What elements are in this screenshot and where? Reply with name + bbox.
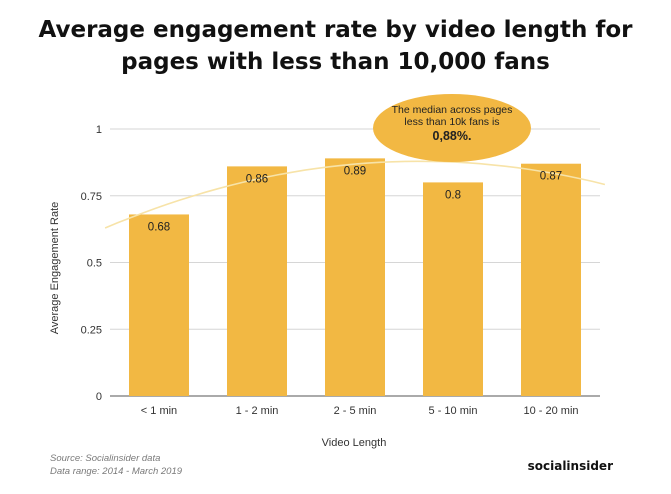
chart-title-line-1: Average engagement rate by video length … xyxy=(38,17,633,43)
chart-footer: Source: Socialinsider data Data range: 2… xyxy=(50,452,182,478)
annotation-line-3: 0,88%. xyxy=(433,129,472,143)
annotation-bubble xyxy=(373,94,531,162)
bar xyxy=(129,214,189,396)
x-tick-label: 10 - 20 min xyxy=(523,405,578,417)
y-tick-label: 0.75 xyxy=(81,191,102,203)
x-tick-label: 1 - 2 min xyxy=(236,405,279,417)
bar xyxy=(521,163,581,396)
bar-value-label: 0.68 xyxy=(148,221,170,233)
x-tick-label: < 1 min xyxy=(141,405,177,417)
x-axis-label: Video Length xyxy=(322,437,387,449)
bar-value-label: 0.86 xyxy=(246,173,268,185)
bar xyxy=(227,166,287,396)
bar-value-label: 0.89 xyxy=(344,165,366,177)
x-axis-ticks: < 1 min 1 - 2 min 2 - 5 min 5 - 10 min 10 - … xyxy=(141,405,579,417)
bar xyxy=(423,182,483,396)
y-axis-ticks: 0 0.25 0.5 0.75 1 xyxy=(81,124,102,403)
bar xyxy=(325,158,385,396)
x-tick-label: 2 - 5 min xyxy=(334,405,377,417)
median-annotation: The median across pages less than 10k fa… xyxy=(373,94,531,162)
bar-value-labels: 0.68 0.86 0.89 0.8 0.87 xyxy=(148,165,562,233)
data-range-note: Data range: 2014 - March 2019 xyxy=(50,466,183,477)
source-note: Source: Socialinsider data xyxy=(50,453,161,464)
bar-value-label: 0.87 xyxy=(540,171,562,183)
annotation-line-2: less than 10k fans is xyxy=(404,116,499,128)
trend-line xyxy=(104,160,606,229)
bars xyxy=(129,158,581,396)
x-tick-label: 5 - 10 min xyxy=(429,405,478,417)
y-tick-label: 0.25 xyxy=(81,324,102,336)
chart-title: Average engagement rate by video length … xyxy=(0,14,671,78)
bar-value-label: 0.8 xyxy=(445,189,461,201)
annotation-line-1: The median across pages xyxy=(392,104,513,116)
y-tick-label: 0.5 xyxy=(87,258,102,270)
y-axis-label: Average Engagement Rate xyxy=(49,202,61,335)
y-tick-label: 1 xyxy=(96,124,102,136)
chart-title-line-2: pages with less than 10,000 fans xyxy=(121,49,550,75)
brand-logo: socialinsider xyxy=(527,459,613,473)
y-tick-label: 0 xyxy=(96,391,102,403)
